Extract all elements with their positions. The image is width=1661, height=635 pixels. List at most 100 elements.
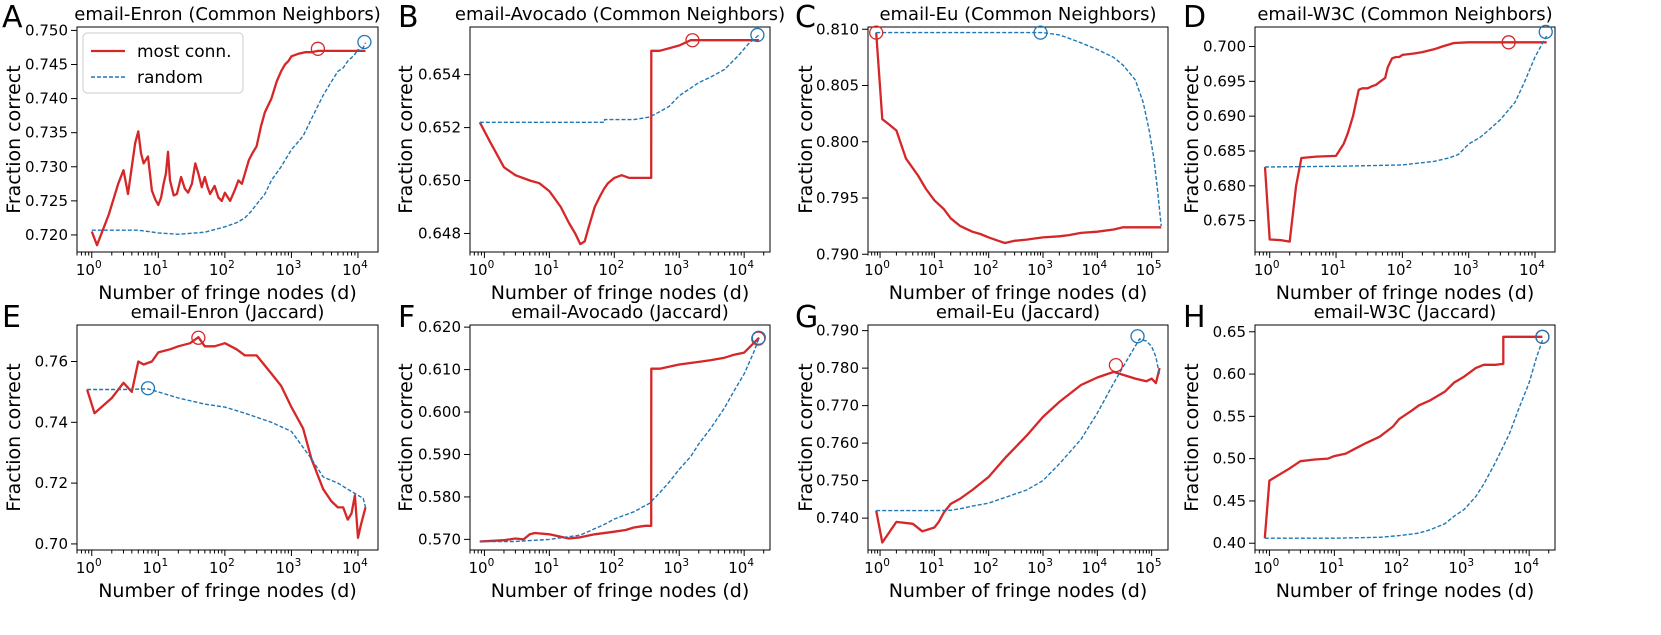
x-tick-label: 103 [663, 259, 689, 279]
legend-label: most conn. [137, 42, 232, 62]
max-marker-random [1130, 329, 1145, 344]
y-tick-label: 0.700 [1203, 38, 1246, 56]
x-tick-label: 103 [276, 259, 302, 279]
panel-title: email-W3C (Jaccard) [1314, 302, 1497, 323]
panel-letter: G [795, 300, 818, 335]
panel-letter: F [398, 300, 415, 335]
x-tick-label: 104 [1081, 557, 1107, 577]
plot-frame [76, 324, 379, 551]
series-line-most-conn [1263, 41, 1547, 243]
x-tick-label: 104 [342, 557, 368, 577]
y-tick-label: 0.620 [418, 318, 461, 336]
x-tick-label: 102 [1386, 259, 1412, 279]
x-tick-label: 102 [973, 259, 999, 279]
x-axis-title: Number of fringe nodes (d) [491, 282, 750, 304]
x-tick-label: 100 [469, 557, 495, 577]
x-tick-label: 102 [209, 557, 235, 577]
y-tick-label: 0.790 [816, 322, 859, 340]
series-line-random [479, 337, 760, 543]
y-tick-label: 0.70 [35, 535, 68, 553]
x-axis-title: Number of fringe nodes (d) [889, 282, 1148, 304]
x-tick-label: 104 [1081, 259, 1107, 279]
y-tick-label: 0.648 [418, 224, 461, 242]
panel-g: 100 101 102 103 104 105 0.740 0.750 0.760 0.770 0.… [795, 300, 1169, 602]
x-tick-label: 102 [1383, 557, 1409, 577]
y-axis-title: Fraction correct [3, 65, 25, 213]
y-tick-label: 0.805 [816, 77, 859, 95]
max-marker-random [751, 330, 766, 345]
y-axis-title: Fraction correct [395, 65, 417, 213]
panel-letter: E [2, 300, 21, 335]
series-line-random [87, 388, 367, 508]
plot-frame [76, 26, 379, 253]
panel-h: 100 101 102 103 104 0.40 0.45 0.50 0.55 0.60 0.65 e… [1181, 300, 1556, 602]
x-tick-label: 100 [1254, 259, 1280, 279]
x-tick-label: 101 [533, 557, 559, 577]
y-tick-label: 0.652 [418, 119, 461, 137]
x-tick-label: 103 [1027, 259, 1053, 279]
panel-a: 100 101 102 103 104 0.720 0.725 0.730 0.735 0.740… [2, 0, 381, 304]
series-line-random [91, 42, 367, 236]
x-tick-label: 102 [598, 259, 624, 279]
y-tick-label: 0.72 [35, 474, 68, 492]
x-tick-label: 103 [663, 557, 689, 577]
max-marker-random [357, 34, 372, 50]
series-line-random [1264, 339, 1544, 539]
x-axis-title: Number of fringe nodes (d) [1276, 282, 1535, 304]
x-tick-label: 104 [728, 557, 754, 577]
panel-title: email-Eu (Jaccard) [936, 302, 1100, 323]
x-tick-label: 104 [728, 259, 754, 279]
x-tick-label: 100 [864, 259, 890, 279]
y-tick-label: 0.50 [1213, 450, 1246, 468]
x-tick-label: 100 [469, 259, 495, 279]
max-marker-random [1538, 24, 1553, 40]
x-tick-label: 105 [1136, 557, 1162, 577]
y-axis-title: Fraction correct [795, 363, 817, 511]
series-group [479, 336, 760, 543]
x-tick-label: 101 [1320, 259, 1346, 279]
x-tick-label: 103 [1453, 259, 1479, 279]
y-tick-label: 0.740 [25, 90, 68, 108]
x-tick-label: 101 [533, 259, 559, 279]
series-line-random [876, 338, 1161, 512]
x-tick-label: 102 [973, 557, 999, 577]
panel-title: email-Enron (Jaccard) [131, 302, 325, 323]
y-tick-label: 0.760 [816, 434, 859, 452]
legend: most conn. random [82, 32, 244, 94]
x-tick-label: 102 [598, 557, 624, 577]
panel-c: 100 101 102 103 104 105 0.790 0.795 0.800 0.805 0.… [795, 0, 1169, 304]
y-tick-label: 0.675 [1203, 212, 1246, 230]
x-tick-label: 101 [918, 557, 944, 577]
x-tick-label: 105 [1136, 259, 1162, 279]
max-marker-most-conn [191, 330, 206, 345]
y-tick-label: 0.685 [1203, 142, 1246, 160]
x-tick-label: 104 [1519, 259, 1545, 279]
x-tick-label: 104 [1513, 557, 1539, 577]
max-marker-most-conn [1501, 35, 1516, 50]
y-tick-label: 0.790 [816, 245, 859, 263]
legend-box [82, 32, 244, 94]
max-marker-random [140, 381, 156, 396]
x-tick-label: 101 [142, 557, 168, 577]
plot-frame [469, 26, 771, 253]
y-tick-label: 0.795 [816, 189, 859, 207]
series-line-most-conn [478, 39, 760, 246]
x-tick-label: 100 [864, 557, 890, 577]
panel-letter: C [795, 0, 816, 35]
series-group [90, 42, 367, 247]
y-tick-label: 0.600 [418, 403, 461, 421]
panel-title: email-Avocado (Jaccard) [511, 302, 728, 323]
x-tick-label: 103 [1448, 557, 1474, 577]
x-tick-label: 104 [342, 259, 368, 279]
y-tick-label: 0.720 [25, 226, 68, 244]
y-tick-label: 0.590 [418, 445, 461, 463]
plot-frame [867, 324, 1169, 551]
panel-f: 100 101 102 103 104 0.570 0.580 0.590 0.600 0.610… [395, 300, 771, 602]
x-tick-label: 103 [1027, 557, 1053, 577]
series-group [1263, 35, 1548, 243]
series-line-random [1264, 35, 1548, 168]
max-marker-most-conn [685, 33, 700, 48]
x-axis-title: Number of fringe nodes (d) [1276, 580, 1535, 602]
y-tick-label: 0.750 [25, 21, 68, 39]
series-group [1263, 335, 1544, 539]
